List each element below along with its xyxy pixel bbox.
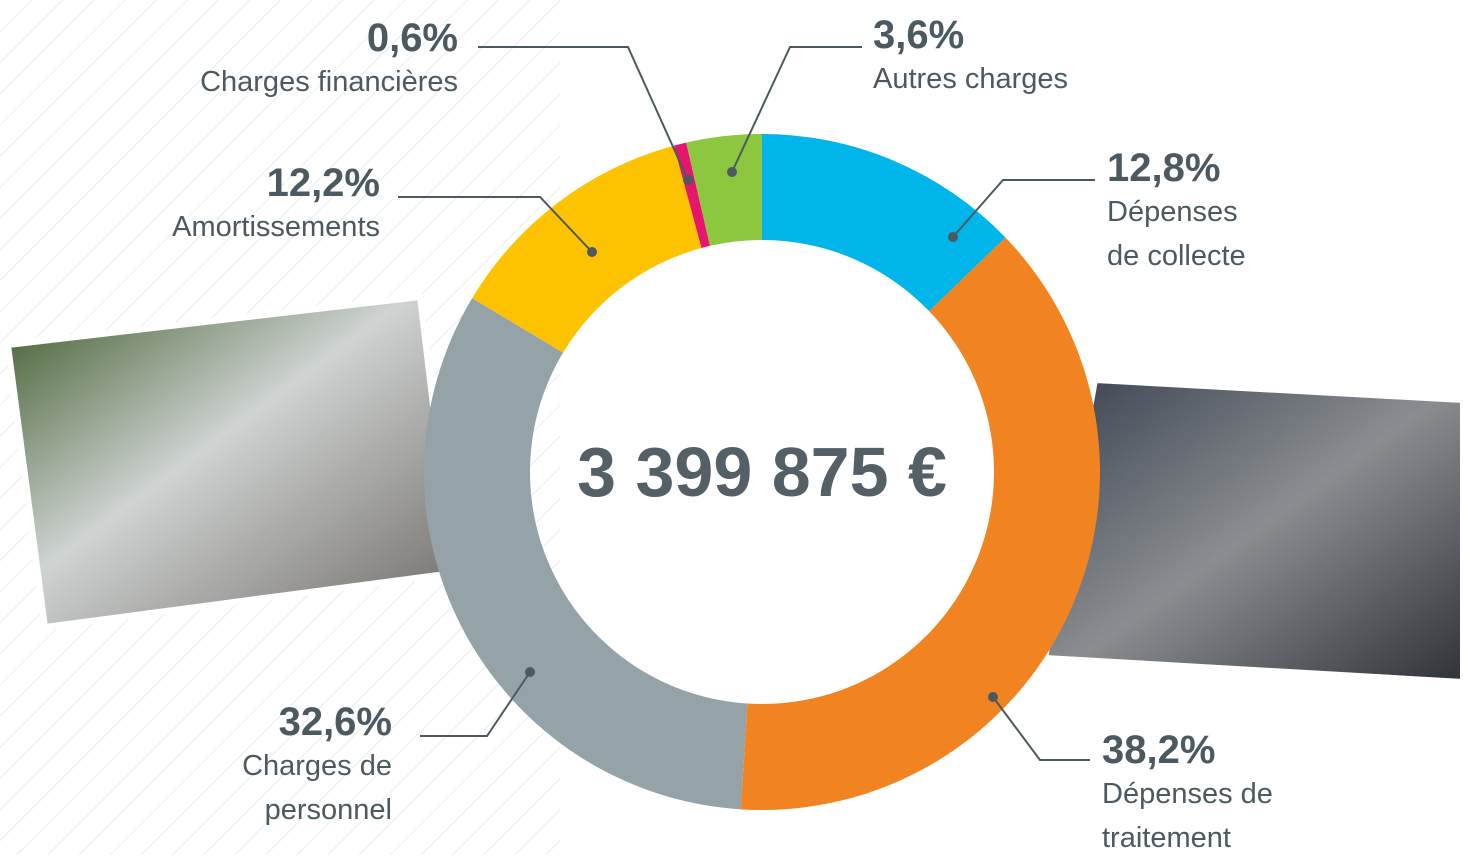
segment-label: 12,2% Amortissements (172, 161, 380, 249)
donut-segment (472, 145, 702, 353)
leader-lines (398, 46, 1095, 761)
segment-label: 38,2% Dépenses de traitement (1102, 728, 1273, 860)
donut-segment (686, 134, 762, 246)
category-label: Dépenses de traitement (1102, 778, 1273, 854)
photo (4, 293, 457, 631)
donut (423, 134, 1100, 811)
segment-label: 0,6% Charges financières (200, 16, 458, 104)
value-label: 0,6% (366, 16, 458, 60)
leader-dot (587, 247, 597, 257)
donut-segment (762, 134, 1006, 312)
leader-dot (727, 167, 737, 177)
leader-line (992, 696, 1090, 761)
leader-dot (683, 175, 693, 185)
segment-label: 12,8% Dépenses de collecte (1107, 146, 1246, 278)
category-label: Dépenses de collecte (1107, 196, 1246, 272)
leader-line (478, 46, 689, 181)
donut-segment (423, 298, 748, 810)
photo (1041, 376, 1463, 686)
value-label: 12,8% (1107, 146, 1221, 190)
leader-line (952, 179, 1095, 238)
donut-segment (740, 237, 1100, 811)
value-label: 3,6% (873, 13, 965, 57)
leader-line (420, 671, 531, 737)
category-label: Charges financières (200, 66, 458, 98)
segment-label: 3,6% Autres charges (873, 13, 1068, 101)
leader-line (398, 196, 593, 253)
segment-label: 32,6% Charges de personnel (242, 700, 392, 832)
value-label: 38,2% (1102, 728, 1216, 772)
total: 3 399 875 € (577, 433, 947, 511)
category-label: Autres charges (873, 63, 1069, 95)
leader-dot (988, 692, 998, 702)
value-label: 12,2% (266, 161, 380, 205)
leader-dot (948, 232, 958, 242)
leader-dot (525, 667, 535, 677)
leader-line (731, 46, 862, 173)
category-label: Amortissements (172, 211, 380, 243)
value-label: 32,6% (278, 700, 392, 744)
category-label: Charges de personnel (242, 750, 392, 826)
